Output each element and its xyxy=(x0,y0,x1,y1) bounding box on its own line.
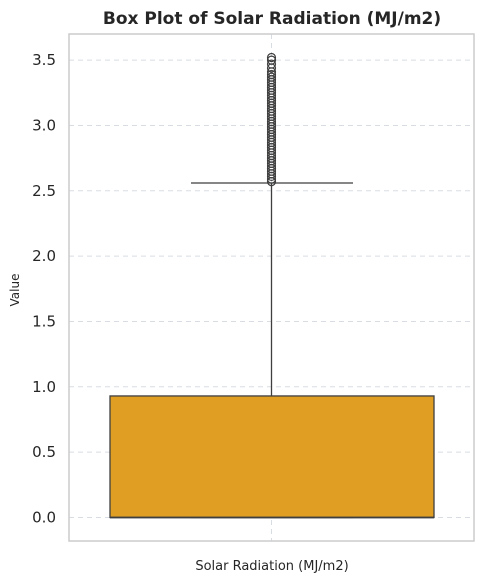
y-axis-ticks: 0.0 0.5 1.0 1.5 2.0 2.5 3.0 3.5 xyxy=(32,51,56,526)
y-tick-label: 2.0 xyxy=(32,247,56,265)
y-axis-label: Value xyxy=(8,274,22,307)
y-tick-label: 0.5 xyxy=(32,443,56,461)
box-group xyxy=(109,182,435,519)
y-tick-label: 3.5 xyxy=(32,51,56,69)
outlier-point xyxy=(266,69,277,80)
outlier-point xyxy=(266,59,277,69)
y-tick-label: 1.5 xyxy=(32,312,56,330)
outlier-point xyxy=(266,72,277,82)
y-tick-label: 2.5 xyxy=(32,182,56,200)
y-tick-label: 3.0 xyxy=(32,116,56,134)
iqr-box xyxy=(109,395,435,519)
chart-title: Box Plot of Solar Radiation (MJ/m2) xyxy=(103,9,441,29)
y-tick-label: 1.0 xyxy=(32,378,56,396)
outlier-point xyxy=(266,55,277,65)
outlier-points xyxy=(266,52,277,187)
plot-frame xyxy=(68,33,475,542)
x-axis-label: Solar Radiation (MJ/m2) xyxy=(195,559,348,574)
y-tick-label: 0.0 xyxy=(32,508,56,526)
outlier-point xyxy=(266,52,277,63)
